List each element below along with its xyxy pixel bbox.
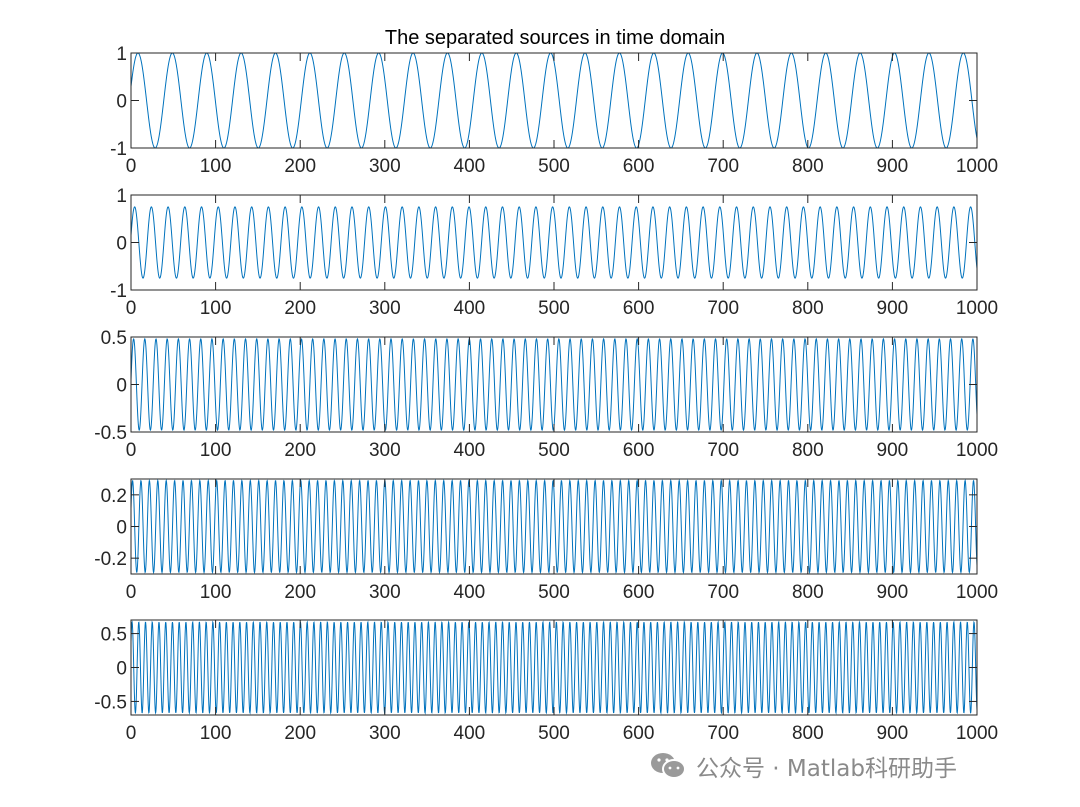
series-line-5 (130, 620, 978, 715)
x-tick-label: 900 (877, 440, 909, 461)
x-tick-label: 600 (623, 298, 655, 319)
watermark: 公众号 · Matlab科研助手 (648, 748, 957, 784)
y-tick-label: 0 (116, 234, 127, 255)
x-tick-label: 300 (369, 440, 401, 461)
y-tick-label: 0.5 (101, 625, 127, 646)
x-tick-label: 400 (454, 723, 486, 744)
subplot-5: 0 100 200 300 400 500 600 700 800 900 1000 0.5 0 -0.5 (94, 619, 998, 744)
x-tick-label: 600 (623, 723, 655, 744)
y-tick-label: -0.5 (94, 692, 127, 713)
series-line-1 (130, 52, 978, 149)
y-tick-label: 1 (116, 44, 127, 65)
x-tick-label: 700 (707, 298, 739, 319)
x-tick-label: 300 (369, 723, 401, 744)
x-tick-label: 1000 (956, 723, 998, 744)
y-tick-label: -0.5 (94, 423, 127, 444)
y-tick-label: -1 (110, 281, 127, 302)
x-tick-label: 100 (200, 298, 232, 319)
x-tick-label: 1000 (956, 582, 998, 603)
x-tick-label: 600 (623, 156, 655, 177)
x-tick-label: 0 (126, 298, 137, 319)
x-tick-label: 800 (792, 723, 824, 744)
x-tick-label: 0 (126, 723, 137, 744)
watermark-text: 公众号 · Matlab科研助手 (696, 756, 957, 782)
x-tick-label: 300 (369, 156, 401, 177)
series-line-4 (130, 478, 978, 575)
y-tick-label: -0.2 (94, 549, 127, 570)
y-tick-label: 0.5 (101, 328, 127, 349)
x-tick-label: 400 (454, 582, 486, 603)
x-tick-label: 600 (623, 440, 655, 461)
series-line-3 (130, 337, 978, 432)
x-tick-label: 100 (200, 440, 232, 461)
x-tick-label: 300 (369, 298, 401, 319)
axes-box-1 (130, 52, 978, 149)
subplot-4: 0 100 200 300 400 500 600 700 800 900 1000 0.2 0 -0.2 (94, 478, 998, 603)
x-tick-label: 300 (369, 582, 401, 603)
x-tick-label: 1000 (956, 440, 998, 461)
wechat-icon (651, 753, 686, 779)
x-tick-label: 500 (538, 582, 570, 603)
x-tick-label: 1000 (956, 298, 998, 319)
x-tick-label: 800 (792, 156, 824, 177)
y-tick-label: 0 (116, 518, 127, 539)
x-tick-label: 400 (454, 298, 486, 319)
x-tick-label: 100 (200, 156, 232, 177)
x-tick-label: 100 (200, 723, 232, 744)
x-tick-label: 500 (538, 440, 570, 461)
x-tick-label: 900 (877, 298, 909, 319)
x-tick-label: 700 (707, 723, 739, 744)
y-tick-label: 0 (116, 659, 127, 680)
x-tick-label: 0 (126, 582, 137, 603)
x-tick-label: 600 (623, 582, 655, 603)
x-tick-label: 100 (200, 582, 232, 603)
x-tick-label: 200 (284, 156, 316, 177)
x-tick-label: 800 (792, 582, 824, 603)
x-tick-label: 0 (126, 440, 137, 461)
x-tick-label: 1000 (956, 156, 998, 177)
y-tick-label: 0 (116, 376, 127, 397)
x-tick-label: 700 (707, 156, 739, 177)
x-tick-label: 200 (284, 582, 316, 603)
x-tick-label: 500 (538, 723, 570, 744)
series-line-2 (130, 206, 978, 279)
x-tick-label: 200 (284, 723, 316, 744)
y-tick-label: 1 (116, 186, 127, 207)
y-tick-label: -1 (110, 139, 127, 160)
y-tick-label: 0.2 (101, 486, 127, 507)
x-tick-label: 800 (792, 298, 824, 319)
x-tick-label: 700 (707, 582, 739, 603)
x-tick-label: 500 (538, 298, 570, 319)
x-tick-label: 900 (877, 582, 909, 603)
chart-title: The separated sources in time domain (385, 27, 725, 49)
x-tick-label: 700 (707, 440, 739, 461)
x-tick-label: 900 (877, 723, 909, 744)
x-tick-label: 0 (126, 156, 137, 177)
x-tick-label: 200 (284, 440, 316, 461)
x-tick-label: 400 (454, 440, 486, 461)
y-tick-label: 0 (116, 92, 127, 113)
x-tick-label: 500 (538, 156, 570, 177)
x-tick-label: 400 (454, 156, 486, 177)
x-tick-label: 800 (792, 440, 824, 461)
x-tick-label: 900 (877, 156, 909, 177)
x-tick-label: 200 (284, 298, 316, 319)
